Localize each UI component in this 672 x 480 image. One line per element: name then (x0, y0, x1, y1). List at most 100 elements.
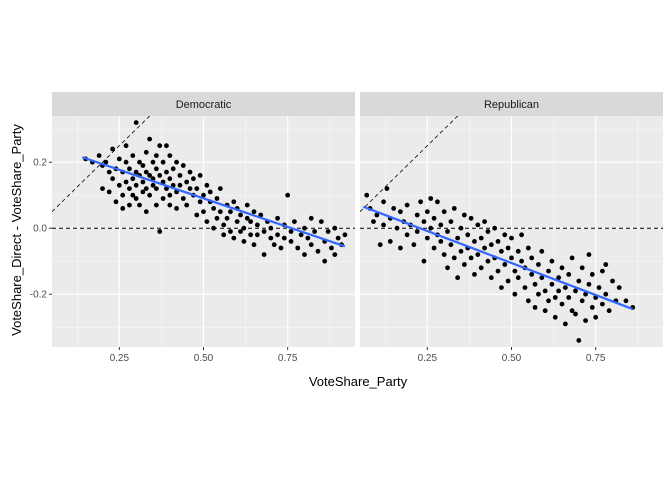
data-point (519, 232, 524, 238)
panel-plot-area (52, 116, 355, 347)
data-point (616, 285, 622, 290)
data-point (472, 272, 477, 277)
data-point (556, 288, 562, 294)
data-point (292, 219, 297, 225)
data-point (302, 252, 307, 257)
x-tick-label: 0.50 (502, 353, 522, 364)
data-point (461, 262, 467, 267)
data-point (103, 159, 109, 165)
data-point (502, 262, 508, 267)
data-point (167, 153, 173, 159)
data-point (214, 215, 220, 221)
data-point (589, 305, 595, 310)
data-point (566, 295, 572, 300)
data-point (167, 202, 173, 208)
data-point (529, 255, 535, 261)
y-tick-label: 0.2 (33, 158, 47, 169)
data-point (603, 291, 609, 297)
data-point (153, 202, 159, 208)
data-point (488, 275, 494, 281)
data-point (187, 186, 193, 192)
data-point (275, 215, 280, 221)
data-point (201, 192, 206, 198)
data-point (137, 202, 142, 208)
data-point (505, 278, 511, 284)
data-point (96, 153, 102, 159)
data-point (180, 196, 186, 201)
data-point (157, 229, 163, 234)
data-point (234, 219, 240, 225)
data-point (194, 186, 200, 192)
data-point (441, 209, 447, 215)
facet-strip-label: Republican (484, 99, 539, 111)
data-point (593, 314, 599, 320)
data-point (268, 235, 274, 241)
x-tick-label: 0.50 (194, 353, 214, 364)
x-tick-label: 0.75 (586, 353, 606, 364)
data-point (123, 143, 129, 149)
data-point (468, 255, 474, 261)
data-point (295, 245, 301, 251)
data-point (164, 186, 169, 192)
y-tick-label: 0.0 (33, 224, 47, 235)
data-point (586, 281, 592, 287)
data-point (288, 229, 294, 234)
data-point (258, 212, 264, 218)
data-point (424, 209, 430, 215)
data-point (147, 192, 153, 198)
data-point (465, 232, 471, 238)
data-point (143, 169, 149, 175)
data-point (552, 314, 558, 320)
data-point (133, 182, 139, 188)
data-point (244, 215, 250, 221)
data-point (391, 206, 397, 211)
data-point (137, 159, 142, 165)
data-point (197, 199, 203, 205)
data-point (329, 245, 334, 251)
data-point (525, 298, 531, 304)
data-point (428, 196, 434, 201)
data-point (438, 222, 444, 228)
data-point (221, 222, 227, 228)
data-point (238, 229, 243, 234)
data-point (522, 285, 528, 290)
data-point (261, 252, 267, 257)
data-point (127, 166, 132, 172)
data-point (515, 248, 521, 254)
data-point (539, 275, 545, 281)
data-point (130, 192, 136, 198)
data-point (100, 186, 105, 192)
data-point (532, 281, 538, 287)
data-point (123, 179, 129, 185)
data-point (130, 176, 136, 182)
data-point (445, 229, 450, 234)
data-point (251, 242, 257, 248)
data-point (539, 248, 545, 254)
data-point (281, 235, 287, 241)
data-point (140, 163, 146, 168)
data-point (322, 258, 328, 264)
facet-panel-republican: Republican 0.25 0.50 0.75 (360, 92, 663, 364)
data-point (377, 242, 383, 248)
data-point (381, 199, 386, 205)
data-point (478, 235, 484, 241)
data-point (133, 169, 139, 175)
y-tick-label: -0.2 (30, 290, 48, 301)
data-point (451, 206, 457, 211)
data-point (251, 209, 257, 215)
data-point (509, 235, 514, 241)
data-point (546, 298, 551, 304)
data-point (488, 242, 494, 248)
data-point (120, 192, 126, 198)
data-point (485, 258, 491, 264)
data-point (231, 199, 237, 205)
data-point (519, 258, 524, 264)
data-point (113, 199, 119, 205)
reference-line-identity (52, 116, 151, 212)
data-point (576, 278, 582, 284)
data-point (579, 265, 585, 271)
data-point (573, 311, 578, 317)
data-point (583, 291, 588, 297)
data-point (458, 248, 464, 254)
